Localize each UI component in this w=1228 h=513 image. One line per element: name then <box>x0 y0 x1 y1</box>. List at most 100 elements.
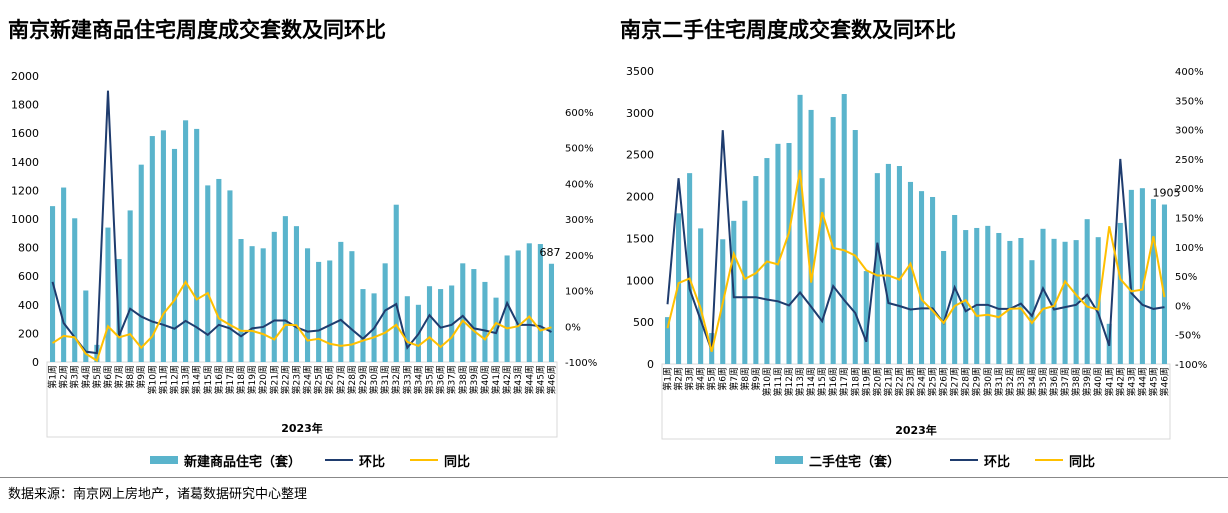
x-tick-label: 第25周 <box>313 365 325 394</box>
bar <box>504 255 510 362</box>
y-tick-label: 3500 <box>626 65 654 78</box>
y-tick-label: 1600 <box>11 127 39 140</box>
x-tick-label: 第35周 <box>424 365 436 394</box>
x-tick-label: 第6周 <box>102 365 114 389</box>
bar <box>664 317 671 364</box>
x-tick-label: 第13周 <box>180 365 192 394</box>
legend-tongbi-label: 同比 <box>1069 454 1095 470</box>
bar <box>996 232 1002 364</box>
bar <box>138 164 144 362</box>
bar <box>327 260 333 362</box>
bar <box>941 250 947 364</box>
x-tick-label: 第28周 <box>960 367 972 396</box>
bar <box>360 289 366 362</box>
x-tick-label: 第1周 <box>47 365 59 389</box>
legend-huanbi-label: 环比 <box>359 454 385 470</box>
x-tick-label: 第24周 <box>302 365 314 394</box>
x-tick-label: 第3周 <box>684 367 696 391</box>
divider <box>0 477 1228 478</box>
x-tick-label: 第34周 <box>1026 367 1038 396</box>
bar <box>127 210 133 362</box>
last-bar-label: 1905 <box>1152 187 1180 200</box>
x-tick-label: 第40周 <box>479 365 491 394</box>
bar <box>1117 222 1123 364</box>
bar <box>61 187 67 362</box>
bar <box>797 94 803 364</box>
x-tick-label: 第38周 <box>457 365 469 394</box>
bar <box>1007 240 1013 364</box>
bar <box>885 163 891 364</box>
y2-tick-label: 400% <box>565 179 594 190</box>
source-note: 数据来源：南京网上房地产，诸葛数据研究中心整理 <box>8 487 308 502</box>
y-tick-label: 600 <box>18 270 39 283</box>
x-tick-label: 第7周 <box>728 367 740 391</box>
x-tick-label: 第37周 <box>446 365 458 394</box>
x-tick-label: 第46周 <box>545 365 557 394</box>
bar <box>874 173 880 364</box>
x-axis-title: 2023年 <box>895 423 937 437</box>
x-axis-frame <box>46 361 558 438</box>
bar <box>393 204 399 362</box>
y-tick-label: 1800 <box>11 99 39 112</box>
x-tick-label: 第31周 <box>379 365 391 394</box>
x-tick-label: 第12周 <box>169 365 181 394</box>
x-tick-label: 第20周 <box>257 365 269 394</box>
tongbi-line <box>666 169 1166 352</box>
bar <box>963 230 969 364</box>
y-tick-label: 1400 <box>11 156 39 169</box>
bar <box>1161 204 1168 364</box>
y2-tick-label: 100% <box>1175 243 1204 254</box>
bar <box>238 239 244 362</box>
right-chart-title: 南京二手住宅周度成交套数及同环比 <box>620 18 956 42</box>
bar <box>72 218 78 362</box>
x-tick-label: 第45周 <box>534 365 546 394</box>
bar <box>918 191 925 364</box>
bar <box>808 109 814 364</box>
bar <box>271 231 277 362</box>
x-tick-label: 第28周 <box>346 365 358 394</box>
last-bar-label: 687 <box>539 246 560 259</box>
y2-tick-label: -100% <box>565 358 597 369</box>
y2-tick-label: 250% <box>1175 155 1204 166</box>
x-tick-label: 第41周 <box>490 365 502 394</box>
x-tick-label: 第46周 <box>1158 367 1170 396</box>
bar <box>1062 241 1068 364</box>
x-tick-label: 第22周 <box>279 365 291 394</box>
x-tick-label: 第38周 <box>1070 367 1082 396</box>
x-tick-label: 第18周 <box>849 367 861 396</box>
bar <box>194 128 200 362</box>
bar <box>249 246 255 362</box>
y-tick-label: 500 <box>633 316 654 329</box>
x-tick-label: 第45周 <box>1147 367 1159 396</box>
x-tick-label: 第8周 <box>124 365 136 389</box>
bar <box>1040 228 1046 364</box>
bar <box>1139 188 1145 364</box>
x-tick-label: 第34周 <box>412 365 424 394</box>
x-tick-label: 第9周 <box>750 367 762 391</box>
bar <box>471 269 477 362</box>
x-tick-label: 第43周 <box>512 365 524 394</box>
x-tick-label: 第40周 <box>1092 367 1104 396</box>
y2-tick-label: 0% <box>565 322 581 333</box>
y-tick-label: 1200 <box>11 184 39 197</box>
x-tick-label: 第16周 <box>827 367 839 396</box>
x-tick-label: 第10周 <box>761 367 773 396</box>
bar <box>985 225 991 364</box>
legend-bar-label: 二手住宅（套） <box>809 454 900 470</box>
y-tick-label: 3000 <box>626 107 654 120</box>
bar <box>852 130 858 364</box>
x-tick-label: 第15周 <box>202 365 214 394</box>
y2-tick-label: 200% <box>565 251 594 262</box>
x-tick-label: 第4周 <box>695 367 707 391</box>
bar <box>1128 189 1134 364</box>
bar <box>753 176 759 364</box>
x-tick-label: 第5周 <box>91 365 103 389</box>
x-tick-label: 第29周 <box>971 367 983 396</box>
y2-tick-label: 500% <box>565 144 594 155</box>
y2-tick-label: 100% <box>565 287 594 298</box>
x-tick-label: 第17周 <box>838 367 850 396</box>
x-tick-label: 第14周 <box>191 365 203 394</box>
y2-tick-label: -100% <box>1175 360 1207 371</box>
bar <box>426 286 433 362</box>
bar <box>1073 240 1079 364</box>
